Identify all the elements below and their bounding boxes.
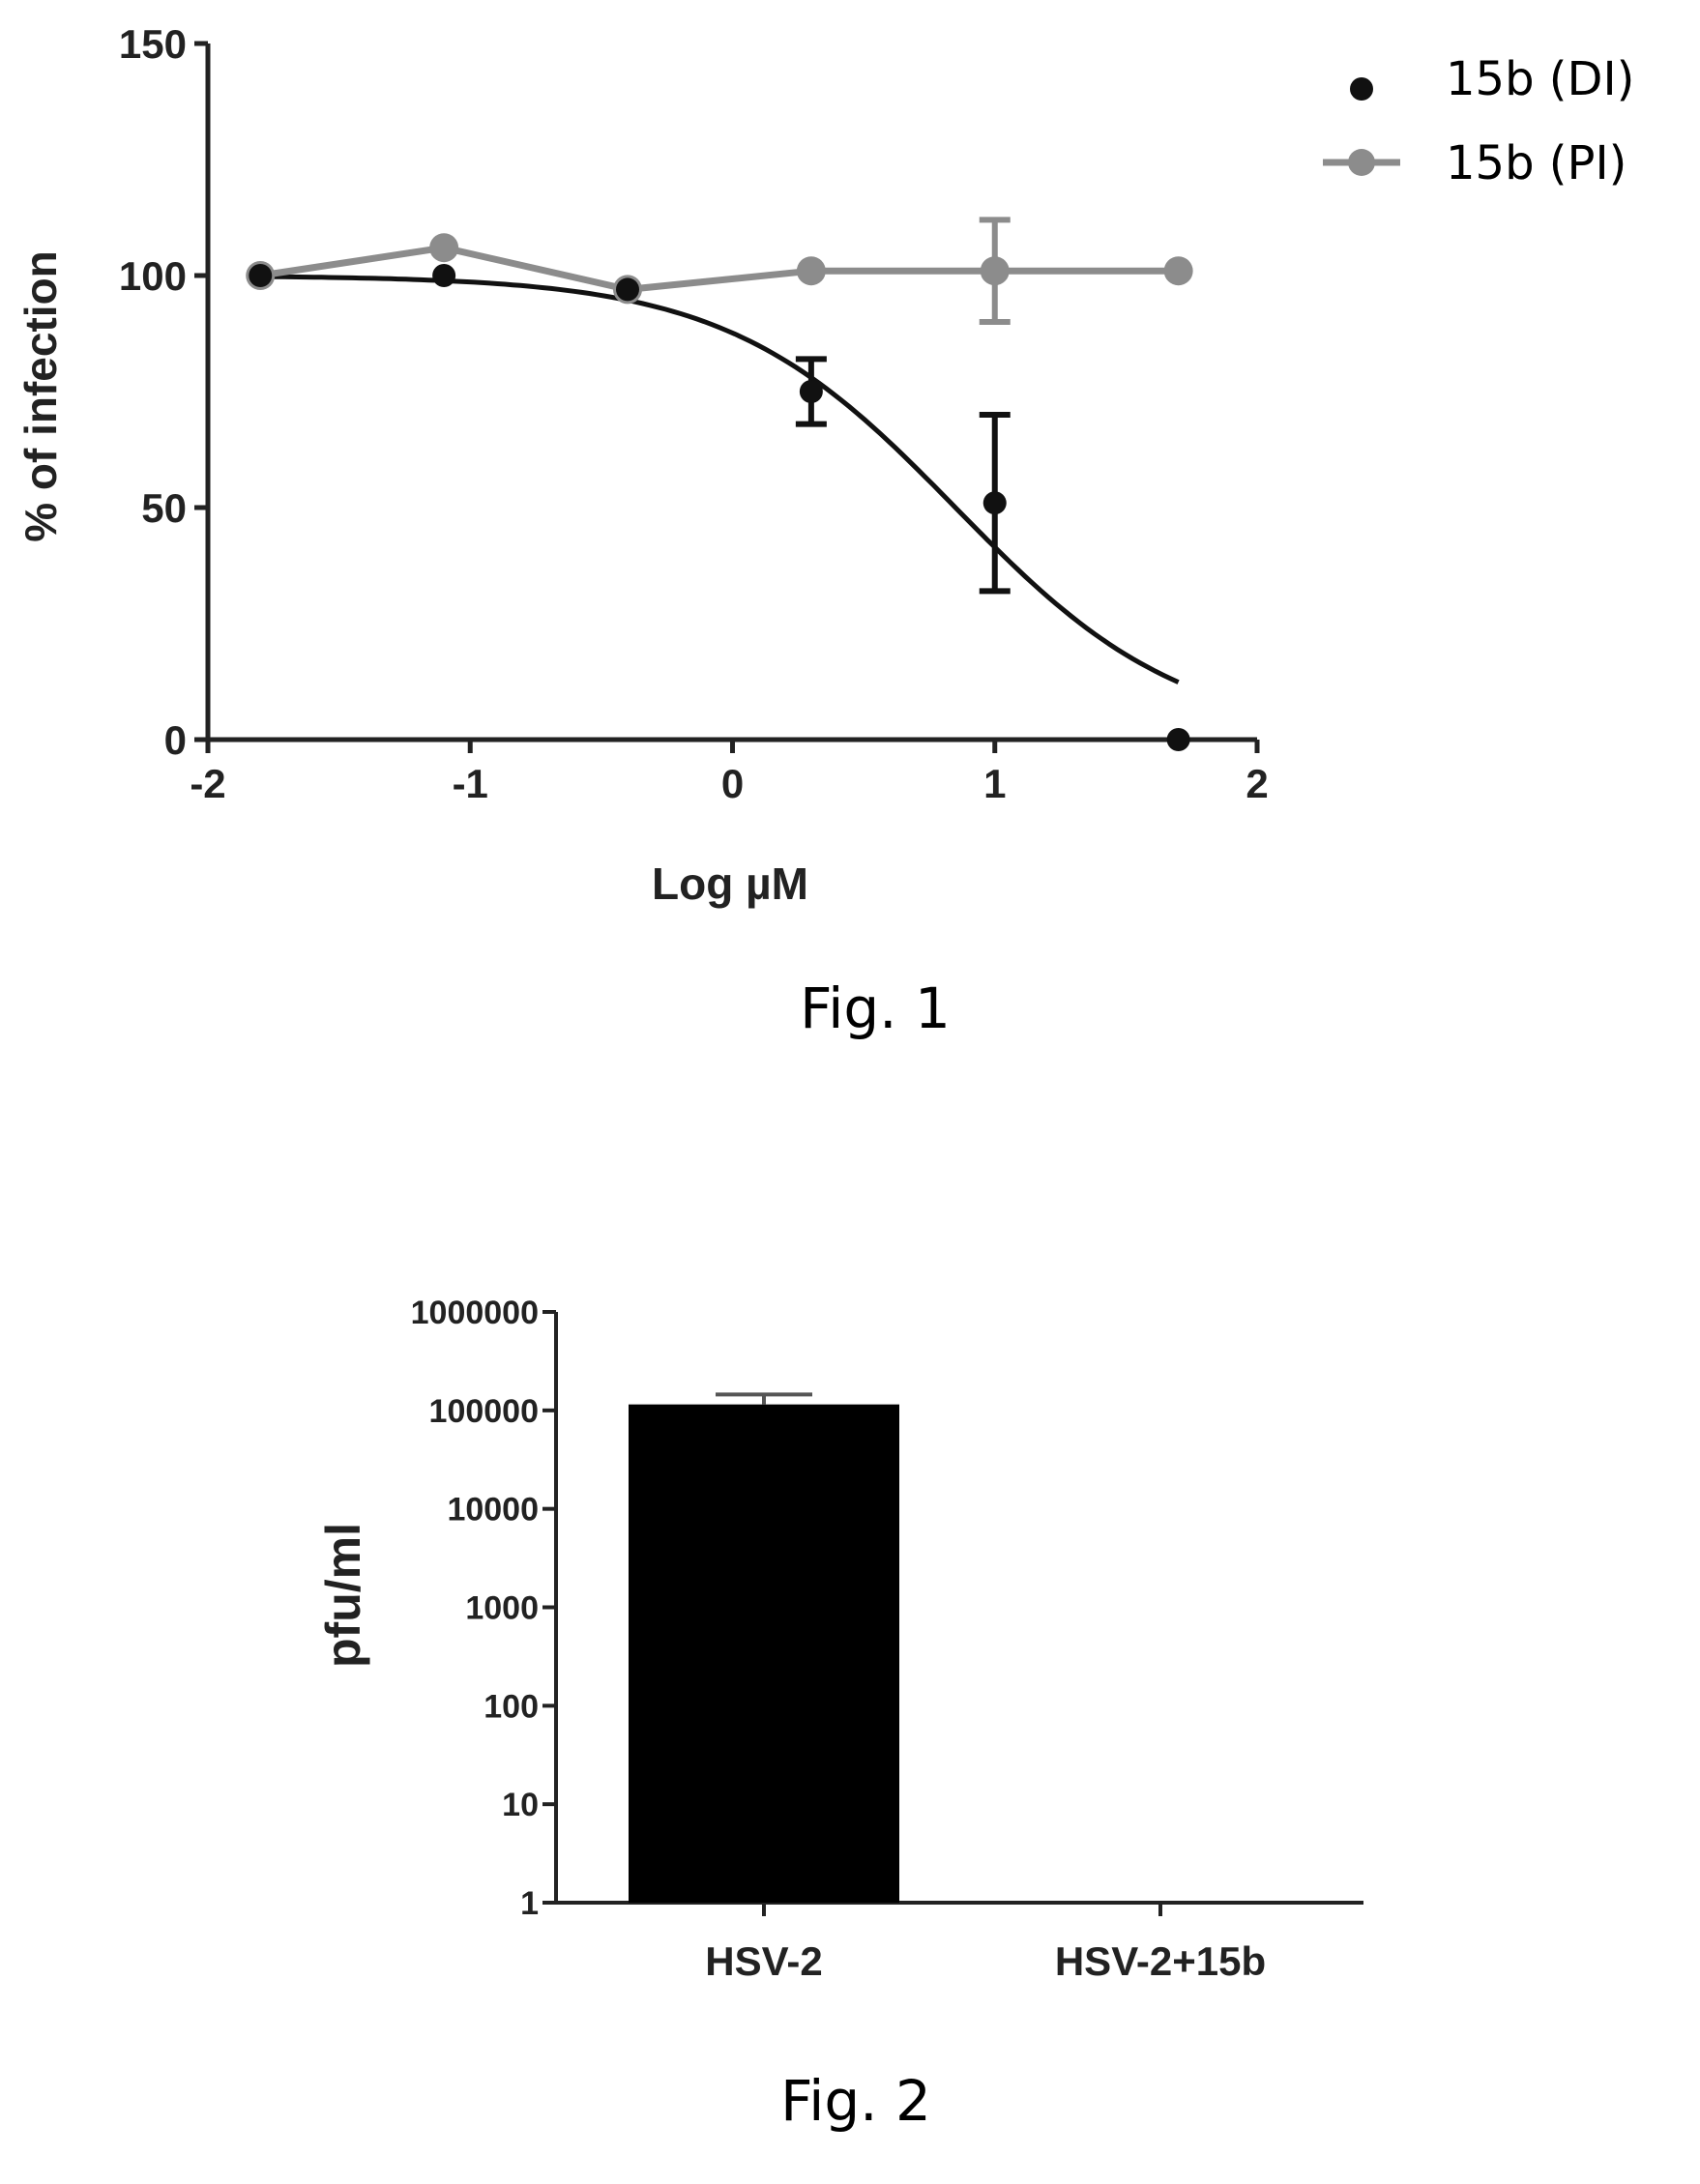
legend-label-15b-pi: 15b (PI) xyxy=(1446,136,1627,190)
fig1-point-15b-di xyxy=(432,264,456,287)
legend-marker-15b-pi xyxy=(1348,149,1375,176)
fig1-point-15b-di xyxy=(249,264,273,287)
fig2-chart: 1 10 100 1000 10000 100000 1000000 pfu/ml HSV-… xyxy=(316,1295,1363,2134)
fig1-x-tick-label: -2 xyxy=(190,761,225,806)
fig2-y-tick-label: 1000 xyxy=(465,1590,539,1627)
fig1-x-tick-label: -1 xyxy=(453,761,488,806)
fig2-y-tick-label: 10000 xyxy=(447,1492,539,1529)
fig1-plot-area xyxy=(246,217,1193,751)
fig1-ticks: 0 50 100 150 -2 -1 0 1 2 xyxy=(119,21,1269,806)
fig1-x-tick-label: 0 xyxy=(721,761,744,806)
fig1-point-15b-di xyxy=(1166,728,1190,751)
fig2-ticks: 1 10 100 1000 10000 100000 1000000 xyxy=(411,1295,556,1922)
fig2-caption: Fig. 2 xyxy=(780,2068,931,2134)
fig1-y-tick-label: 50 xyxy=(141,485,187,531)
fig1-x-axis-title: Log µM xyxy=(652,859,808,909)
fig1-point-15b-pi xyxy=(1163,256,1193,286)
fig1-y-tick-label: 100 xyxy=(119,253,187,299)
fig1-point-15b-di xyxy=(799,380,823,403)
fig2-y-tick-label: 10 xyxy=(502,1787,539,1823)
legend-label-15b-di: 15b (DI) xyxy=(1446,52,1634,106)
fig2-y-tick-label: 1 xyxy=(520,1885,539,1922)
fig2-x-labels: HSV-2 HSV-2+15b xyxy=(705,1903,1266,1984)
fig1-point-15b-pi xyxy=(429,233,459,263)
fig1-caption: Fig. 1 xyxy=(800,976,951,1041)
fig2-y-tick-label: 1000000 xyxy=(411,1295,539,1331)
fig1-series-15b-di-fit-curve xyxy=(260,274,1180,684)
fig1-y-axis-title: % of infection xyxy=(15,250,66,542)
fig2-y-axis-title: pfu/ml xyxy=(316,1523,370,1668)
fig1-legend: 15b (DI) 15b (PI) xyxy=(1323,52,1634,190)
fig2-bar xyxy=(629,1404,899,1903)
fig1-y-tick-label: 150 xyxy=(119,21,187,67)
fig1-x-tick-label: 2 xyxy=(1246,761,1268,806)
fig1-point-15b-di xyxy=(982,491,1007,515)
fig1-point-15b-pi xyxy=(980,256,1010,286)
fig2-y-tick-label: 100 xyxy=(484,1688,539,1725)
fig2-y-tick-label: 100000 xyxy=(429,1393,539,1430)
fig1-x-tick-label: 1 xyxy=(983,761,1006,806)
fig1-series-15b-pi-line xyxy=(259,244,1179,293)
fig2-x-tick-label: HSV-2 xyxy=(705,1938,822,1984)
fig1-chart: 0 50 100 150 -2 -1 0 1 2 % of infection Log µM 1… xyxy=(15,21,1634,1041)
legend-marker-15b-di xyxy=(1350,77,1373,101)
fig1-point-15b-pi xyxy=(796,256,826,286)
fig2-bars xyxy=(629,1392,899,1903)
fig1-point-15b-di xyxy=(616,277,639,302)
fig2-x-tick-label: HSV-2+15b xyxy=(1055,1938,1266,1984)
fig1-y-tick-label: 0 xyxy=(164,717,187,763)
